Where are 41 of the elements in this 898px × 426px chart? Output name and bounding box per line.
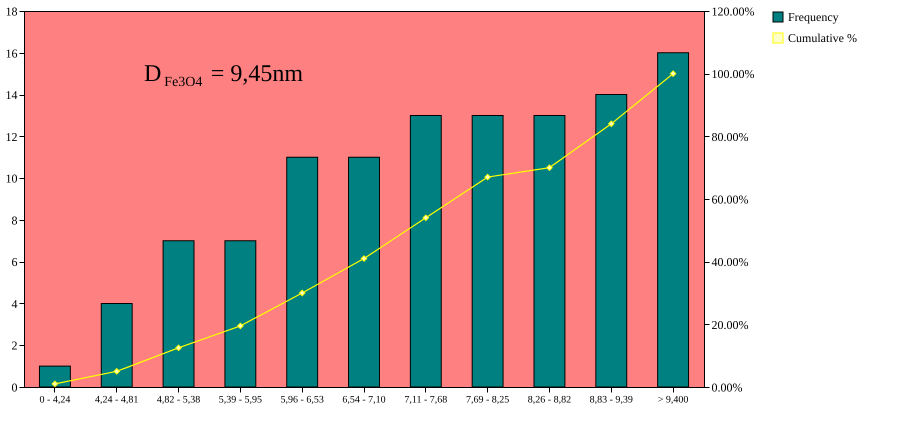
y-tick-label: 16	[6, 46, 18, 60]
y-tick-label: 8	[12, 213, 18, 228]
y-tick-label: 10	[6, 172, 18, 186]
y-tick-label: 12	[6, 130, 18, 144]
x-tick-label: 5,39 - 5,95	[218, 394, 262, 406]
y2-tick-label: 0.00%	[712, 380, 742, 394]
y-tick-label: 6	[12, 255, 18, 270]
x-tick-label: > 9,400	[658, 394, 688, 406]
x-tick-label: 8,26 - 8,82	[528, 394, 572, 406]
legend-label: Frequency	[788, 10, 839, 24]
point	[484, 174, 491, 180]
x-tick-label: 7,69 - 8,25	[466, 394, 510, 406]
legend-label: Cumulative %	[788, 31, 857, 45]
y2-tick-label: 120.00%	[712, 4, 754, 18]
x-tick-label: 4,24 - 4,81	[95, 394, 138, 406]
point	[113, 368, 120, 375]
x-tick-label: 4,82 - 5,38	[156, 394, 200, 406]
y2-tick-label: 20.00%	[712, 318, 748, 332]
y-tick-label: 4	[12, 296, 18, 311]
y2-tick-label: 40.00%	[712, 255, 748, 270]
y-tick-label: 14	[6, 88, 18, 102]
point	[422, 214, 430, 222]
y-tick-label: 0	[12, 380, 18, 394]
point	[298, 290, 306, 296]
y2-tick-label: 60.00%	[712, 192, 748, 206]
x-tick-label: 0 - 4,24	[39, 394, 70, 406]
y2-tick-label: 80.00%	[712, 130, 748, 144]
x-tick-label: 8,83 - 9,39	[590, 394, 633, 406]
x-tick-label: 5,96 - 6,53	[280, 394, 324, 406]
x-tick-label: 6,54 - 7,10	[342, 394, 386, 406]
point	[546, 164, 553, 171]
point	[175, 344, 182, 352]
point	[608, 120, 615, 128]
point	[360, 255, 368, 262]
y-tick-label: 2	[12, 338, 18, 353]
y-tick-label: 18	[6, 4, 18, 18]
x-tick-label: 7,11 - 7,68	[404, 394, 448, 406]
point	[237, 322, 244, 330]
y2-tick-label: 100.00%	[712, 67, 754, 82]
point	[52, 380, 58, 388]
point	[670, 70, 676, 77]
